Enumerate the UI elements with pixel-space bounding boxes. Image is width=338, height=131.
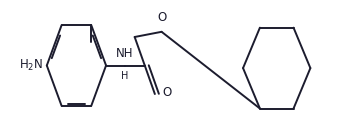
Text: H$_2$N: H$_2$N: [19, 58, 44, 73]
Text: O: O: [162, 86, 171, 99]
Text: H: H: [121, 71, 128, 81]
Text: NH: NH: [116, 47, 133, 60]
Text: O: O: [157, 11, 166, 24]
